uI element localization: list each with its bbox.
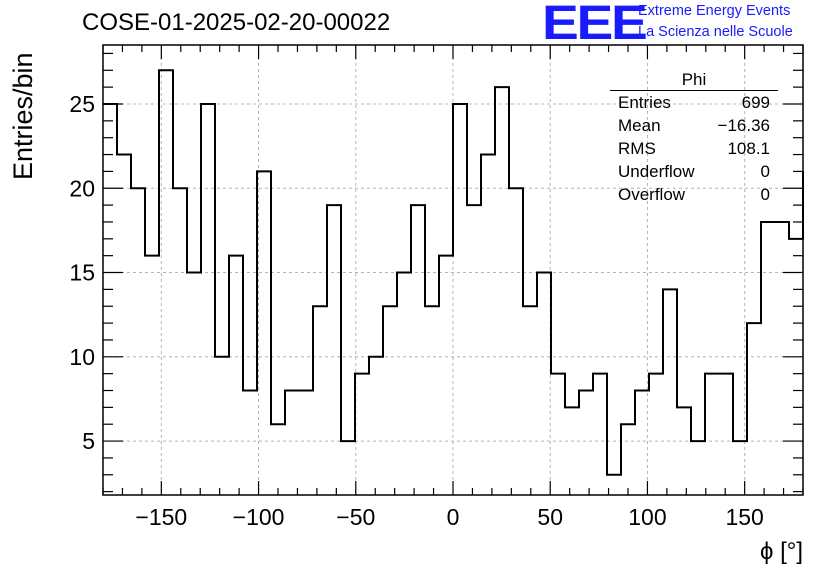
- x-tick-label: −100: [233, 504, 285, 530]
- stats-value: −16.36: [717, 116, 770, 135]
- stats-value: 108.1: [727, 139, 770, 158]
- org-name-line1: Extreme Energy Events: [638, 3, 791, 19]
- x-tick-label: 150: [725, 504, 763, 530]
- stats-label: Entries: [618, 93, 671, 112]
- org-name-line2: La Scienza nelle Scuole: [638, 24, 793, 40]
- stats-value: 0: [760, 185, 770, 204]
- eee-logo: EEE: [542, 0, 648, 50]
- stats-row-mean: Mean −16.36: [610, 114, 778, 137]
- y-tick-label: 20: [69, 175, 95, 201]
- y-axis-label: Entries/bin: [8, 52, 38, 180]
- histogram-series: [103, 69, 804, 476]
- x-tick-label: −50: [336, 504, 375, 530]
- y-tick-label: 10: [69, 344, 95, 370]
- x-tick-label: 0: [447, 504, 460, 530]
- stats-label: RMS: [618, 139, 656, 158]
- stats-title: Phi: [610, 70, 778, 91]
- stats-row-overflow: Overflow 0: [610, 183, 778, 206]
- stats-row-entries: Entries 699: [610, 91, 778, 114]
- x-tick-label: −150: [135, 504, 187, 530]
- y-tick-label: 25: [69, 91, 95, 117]
- grid-lines: [103, 45, 803, 495]
- stats-value: 699: [741, 93, 770, 112]
- stats-box: Phi Entries 699 Mean −16.36 RMS 108.1 Un…: [610, 70, 778, 206]
- plot-frame: [102, 44, 804, 496]
- stats-label: Mean: [618, 116, 661, 135]
- y-tick-label: 15: [69, 260, 95, 286]
- stats-row-rms: RMS 108.1: [610, 137, 778, 160]
- x-tick-labels: −150 −100 −50 0 50 100 150: [135, 504, 763, 530]
- stats-label: Underflow: [618, 162, 695, 181]
- run-title: COSE-01-2025-02-20-00022: [82, 9, 391, 36]
- stats-row-underflow: Underflow 0: [610, 160, 778, 183]
- stats-value: 0: [760, 162, 770, 181]
- y-tick-label: 5: [82, 428, 95, 454]
- stats-label: Overflow: [618, 185, 686, 204]
- x-tick-label: 100: [628, 504, 666, 530]
- x-axis-label: ϕ [°]: [760, 538, 803, 565]
- y-tick-labels: 5 10 15 20 25: [69, 91, 95, 454]
- x-tick-label: 50: [537, 504, 563, 530]
